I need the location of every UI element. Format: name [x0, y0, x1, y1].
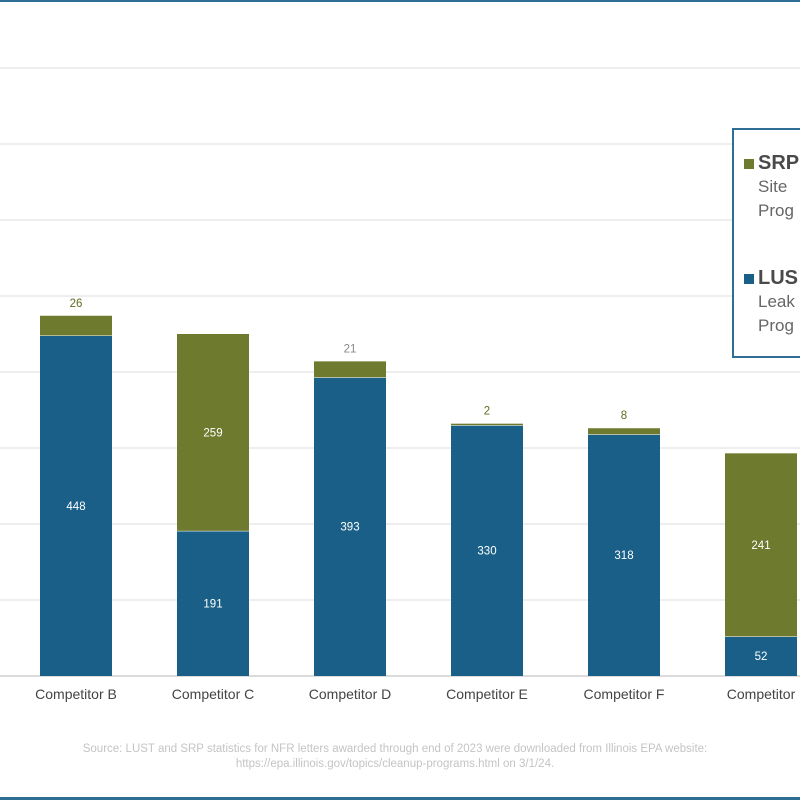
data-label: 21: [344, 343, 357, 355]
legend-item-lust: LUS Leak Prog: [744, 267, 798, 338]
data-label: 26: [70, 298, 83, 310]
data-label: 52: [755, 651, 768, 663]
legend-title-lust: LUS: [758, 267, 798, 289]
bar-lust: [177, 530, 249, 676]
bar-lust: [314, 377, 386, 676]
data-label: 8: [621, 410, 627, 422]
data-label: 259: [203, 427, 222, 439]
x-tick-label: Competitor D: [309, 686, 391, 702]
data-label: 330: [477, 546, 496, 558]
bar-lust: [588, 434, 660, 676]
legend-title-srp: SRP: [758, 152, 800, 174]
data-label: 393: [340, 522, 359, 534]
data-label: 318: [614, 550, 633, 562]
bar-lust: [725, 636, 797, 676]
data-label: 241: [751, 540, 770, 552]
bar-srp: [451, 423, 523, 426]
legend-swatch-lust: [744, 273, 754, 284]
legend: SRP Site Prog LUS Leak Prog: [732, 128, 800, 358]
bar-srp: [588, 428, 660, 435]
source-line: https://epa.illinois.gov/topics/cleanup-…: [235, 758, 555, 770]
x-tick-label: Competitor B: [35, 686, 117, 702]
data-label: 448: [66, 501, 85, 513]
data-label: 191: [203, 598, 222, 610]
legend-desc-line: Prog: [758, 201, 794, 220]
data-label: 2: [484, 406, 490, 418]
x-tick-label: Competitor: [727, 686, 796, 702]
bar-srp: [40, 315, 112, 336]
bar-srp: [314, 361, 386, 378]
x-tick-label: Competitor F: [584, 686, 665, 702]
legend-swatch-srp: [744, 158, 754, 169]
top-border: [0, 0, 800, 2]
bar-lust: [451, 425, 523, 676]
source-note: Source: LUST and SRP statistics for NFR …: [0, 742, 790, 772]
legend-item-srp: SRP Site Prog: [744, 152, 799, 223]
bottom-border: [0, 797, 800, 800]
x-tick-label: Competitor E: [446, 686, 528, 702]
legend-desc-line: Prog: [758, 316, 794, 335]
source-line: Source: LUST and SRP statistics for NFR …: [82, 743, 708, 755]
x-tick-label: Competitor C: [172, 686, 254, 702]
legend-desc-line: Site: [758, 177, 788, 196]
bar-srp: [177, 334, 249, 531]
bar-lust: [40, 335, 112, 676]
bar-srp: [725, 453, 797, 637]
legend-desc-line: Leak: [758, 292, 795, 311]
